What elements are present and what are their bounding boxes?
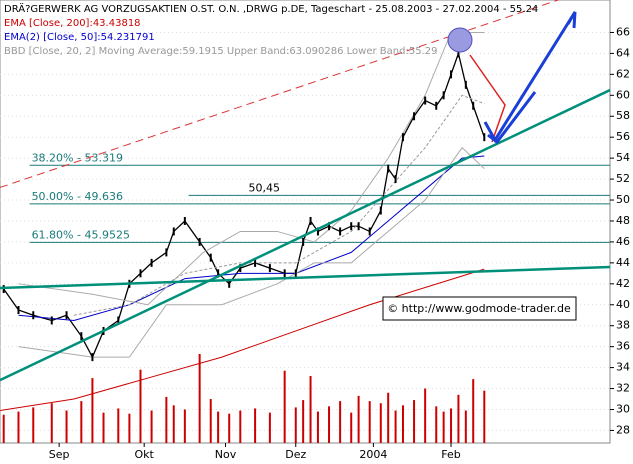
level-label: 50.00% - 49.636 [32,190,123,203]
highlight-circle [447,27,473,53]
y-tick-label: 58 [616,109,630,122]
volume-bar [350,412,353,443]
indicator-line [0,268,485,412]
volume-bar [150,410,153,443]
y-tick-label: 52 [616,172,630,185]
y-tick-label: 28 [616,423,630,436]
volume-bar [442,411,445,443]
y-tick-label: 32 [616,382,630,395]
plot-area [0,0,611,444]
volume-bar [368,401,371,443]
y-tick-label: 42 [616,277,630,290]
volume-bar [472,379,475,443]
volume-bar [464,410,467,443]
volume-bar [2,414,5,443]
volume-bar [316,411,319,443]
volume-bar [17,411,20,443]
volume-bar [268,412,271,443]
volume-bar [32,407,35,443]
y-tick-label: 60 [616,88,630,101]
volume-bar [413,400,416,443]
volume-bar [254,408,257,443]
x-tick-label: Nov [215,448,237,461]
red-arrow [469,54,506,143]
copyright-box [382,296,577,321]
volume-bar [165,396,168,443]
legend-label: BBD [Close, 20, 2] Moving Average:59.191… [4,46,437,57]
x-tick-label: Feb [441,448,460,461]
y-tick-label: 50 [616,193,630,206]
level-label: 38.20% - 53.319 [32,151,123,164]
volume-bar [457,394,460,443]
y-tick-label: 46 [616,235,630,248]
level-label: 61.80% - 45.9525 [32,228,130,241]
volume-bar [91,378,94,443]
y-tick-label: 56 [616,130,630,143]
volume-bar [302,400,305,443]
volume-bar [139,369,142,443]
volume-bar [294,407,297,443]
volume-bar [435,406,438,443]
volume-bar [357,395,360,443]
volume-bar [102,412,105,443]
trend-line [0,0,559,188]
y-tick-label: 64 [616,46,630,59]
chart-title: DRÄ?GERWERK AG VORZUGSAKTIEN O.ST. O.N. … [4,2,538,15]
volume-bar [450,408,453,443]
trend-line [0,88,611,382]
x-tick-label: 2004 [359,448,387,461]
volume-bar [217,411,220,443]
y-tick-label: 40 [616,298,630,311]
volume-bar [239,410,242,443]
volume-bar [65,410,68,443]
y-tick-label: 54 [616,151,630,164]
volume-bar [50,403,53,443]
volume-bar [424,388,427,443]
y-tick-label: 66 [616,25,630,38]
x-tick-label: Okt [135,448,155,461]
x-tick-label: Sep [49,448,70,461]
volume-bar [379,403,382,443]
y-tick-label: 38 [616,319,630,332]
volume-bar [172,405,175,443]
volume-bar [387,392,390,443]
volume-bar [198,353,201,443]
volume-bar [228,413,231,443]
volume-bar [117,408,120,443]
legend-label: EMA(2) [Close, 50]:54.231791 [4,32,155,43]
y-tick-label: 34 [616,361,630,374]
volume-bar [401,405,404,443]
x-tick-label: Dez [285,448,306,461]
volume-bar [309,375,312,443]
blue-arrow [487,91,537,145]
y-tick-label: 62 [616,67,630,80]
volume-bar [328,406,331,443]
volume-bar [483,390,486,443]
volume-bar [209,399,212,443]
trend-line [0,265,611,290]
y-tick-label: 44 [616,256,630,269]
y-tick-label: 48 [616,214,630,227]
indicator-line [18,31,485,306]
y-tick-label: 30 [616,402,630,415]
volume-bar [128,413,131,443]
level-label: 50,45 [249,181,281,194]
y-tick-label: 36 [616,340,630,353]
volume-bar [394,410,397,443]
legend-label: EMA [Close, 200]:43.43818 [4,18,141,29]
volume-bar [339,401,342,443]
volume-bar [283,370,286,443]
copyright: © http://www.godmode-trader.de [387,302,571,315]
volume-bar [183,409,186,443]
volume-bar [80,401,83,443]
